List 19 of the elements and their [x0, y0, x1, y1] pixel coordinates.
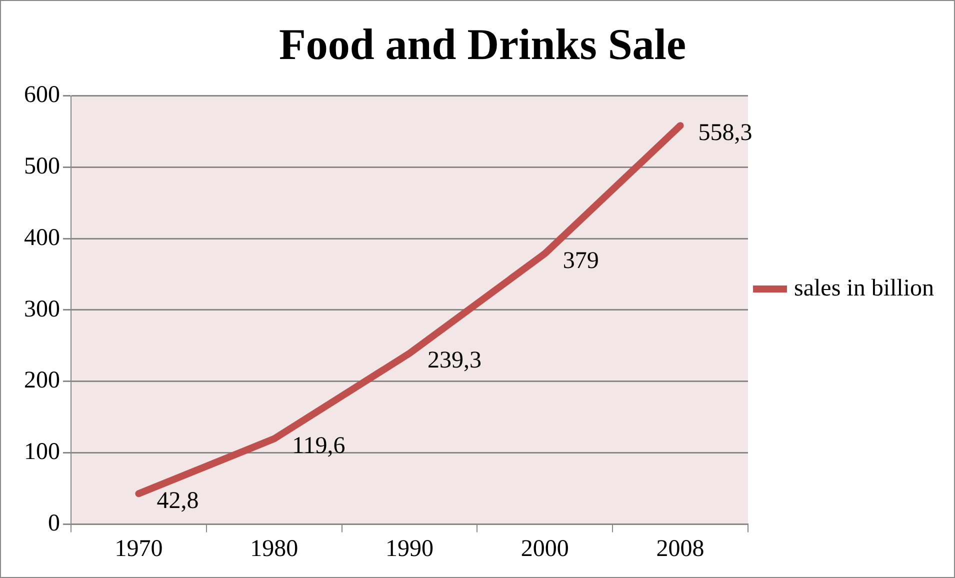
y-tick-label: 600 — [24, 82, 60, 108]
x-tick-label: 2000 — [520, 536, 569, 562]
data-label: 558,3 — [698, 120, 752, 146]
y-tick-label: 500 — [24, 153, 60, 180]
x-tick-label: 1970 — [114, 536, 163, 562]
y-tick-label: 200 — [24, 368, 60, 394]
y-tick-label: 0 — [48, 510, 60, 536]
data-label: 239,3 — [428, 348, 482, 374]
x-tick-label: 2008 — [656, 536, 704, 562]
data-label: 42,8 — [156, 488, 199, 514]
data-label: 379 — [562, 248, 599, 274]
chart-title: Food and Drinks Sale — [278, 20, 686, 69]
x-tick-label: 1980 — [250, 536, 298, 562]
x-tick-label: 1990 — [386, 536, 434, 562]
y-tick-label: 300 — [24, 296, 60, 322]
y-tick-label: 100 — [24, 439, 60, 466]
data-label: 119,6 — [292, 433, 346, 460]
legend-label: sales in billion — [794, 275, 934, 302]
y-tick-label: 400 — [24, 224, 60, 251]
